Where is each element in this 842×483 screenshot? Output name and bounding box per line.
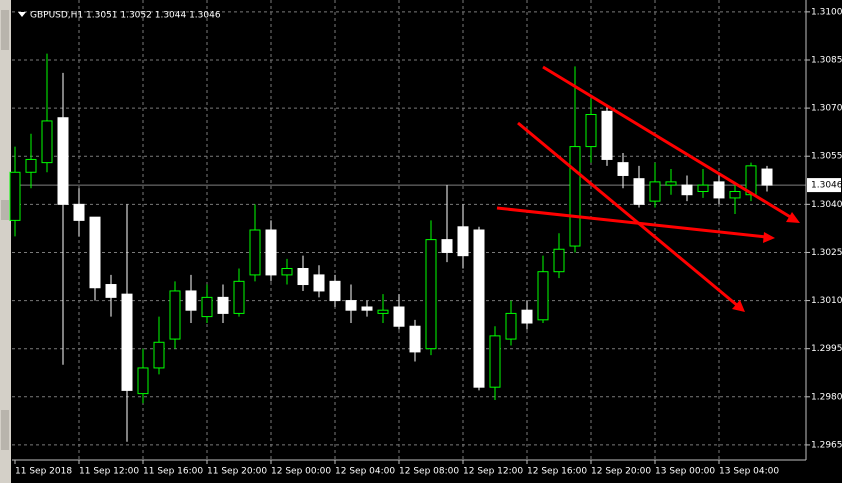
y-tick-label: 1.3040 [811, 200, 842, 210]
scroll-button[interactable] [1, 200, 9, 220]
candle-body [73, 203, 85, 221]
candle-body [265, 229, 277, 276]
candle-body [345, 300, 357, 311]
candle-body [665, 181, 677, 186]
candle-body [729, 191, 741, 199]
candle-body [201, 296, 213, 318]
candle-body [329, 280, 341, 302]
arrow-head [763, 232, 775, 243]
y-tick-label: 1.2965 [811, 440, 842, 450]
last-price-box [807, 178, 841, 193]
candle-body [457, 226, 469, 257]
y-tick-label: 1.3055 [811, 152, 842, 162]
y-tick-label: 1.2995 [811, 344, 842, 354]
candle-body [697, 184, 709, 193]
candle-body [489, 335, 501, 388]
candle-body [681, 184, 693, 196]
x-tick-label: 13 Sep 04:00 [719, 467, 779, 477]
candle-body [553, 248, 565, 273]
x-tick-label: 12 Sep 12:00 [463, 467, 523, 477]
candle-body [281, 267, 293, 276]
candle-body [521, 309, 533, 324]
x-tick-label: 12 Sep 20:00 [591, 467, 651, 477]
candle-body [57, 117, 69, 205]
candle-body [761, 168, 773, 186]
candle-body [361, 306, 373, 311]
x-tick-label: 12 Sep 04:00 [335, 467, 395, 477]
y-tick-label: 1.2980 [811, 392, 842, 402]
candle-body [121, 293, 133, 391]
scroll-button[interactable] [1, 410, 9, 450]
x-tick-label: 12 Sep 00:00 [271, 467, 331, 477]
candle-body [41, 120, 53, 164]
arrow-head [732, 300, 745, 312]
candle-body [249, 229, 261, 276]
candle-body [441, 239, 453, 253]
candle-body [377, 309, 389, 314]
x-tick-label: 12 Sep 16:00 [527, 467, 587, 477]
left-toolbar [0, 0, 11, 483]
candle-body [617, 162, 629, 176]
trend-arrow[interactable] [542, 65, 793, 220]
candle-body [137, 367, 149, 395]
candle-body [217, 296, 229, 314]
x-tick-label: 11 Sep 20:00 [207, 467, 267, 477]
x-tick-label: 11 Sep 2018 [15, 467, 72, 477]
y-tick-label: 1.3010 [811, 296, 842, 306]
candle-body [233, 280, 245, 314]
menu-triangle[interactable] [18, 12, 26, 17]
candle-body [297, 267, 309, 286]
candle-body [569, 146, 581, 247]
candle-body [153, 341, 165, 369]
y-tick-label: 1.3100 [811, 7, 842, 17]
candle-body [633, 178, 645, 205]
last-price-label: 1.3046 [811, 181, 842, 191]
plot [9, 53, 773, 442]
y-tick-label: 1.3025 [811, 248, 842, 258]
candle-body [185, 290, 197, 311]
candle-body [313, 274, 325, 292]
candle-body [25, 158, 37, 173]
candle-body [601, 110, 613, 160]
scroll-button[interactable] [1, 10, 9, 50]
chart-title: GBPUSD,H1 1.3051 1.3052 1.3044 1.3046 [30, 11, 221, 21]
candle-body [89, 216, 101, 289]
candle-body [105, 284, 117, 298]
candle-body [473, 229, 485, 388]
candle-body [505, 312, 517, 340]
candle-body [537, 271, 549, 321]
candle-body [9, 171, 21, 221]
candle-body [585, 114, 597, 148]
candle-body [169, 290, 181, 340]
drawn-arrows [496, 65, 800, 312]
candle-body [409, 325, 421, 353]
trend-arrow[interactable] [517, 121, 739, 308]
candle-body [649, 181, 661, 202]
x-tick-label: 12 Sep 08:00 [399, 467, 459, 477]
candle-body [425, 239, 437, 350]
y-tick-label: 1.3070 [811, 104, 842, 114]
candle-body [713, 181, 725, 199]
y-tick-label: 1.3085 [811, 55, 842, 65]
arrow-head [786, 212, 800, 223]
candle-body [393, 306, 405, 327]
x-tick-label: 11 Sep 16:00 [143, 467, 203, 477]
x-tick-label: 13 Sep 00:00 [655, 467, 715, 477]
x-tick-label: 11 Sep 12:00 [79, 467, 139, 477]
trend-arrow[interactable] [496, 206, 767, 239]
